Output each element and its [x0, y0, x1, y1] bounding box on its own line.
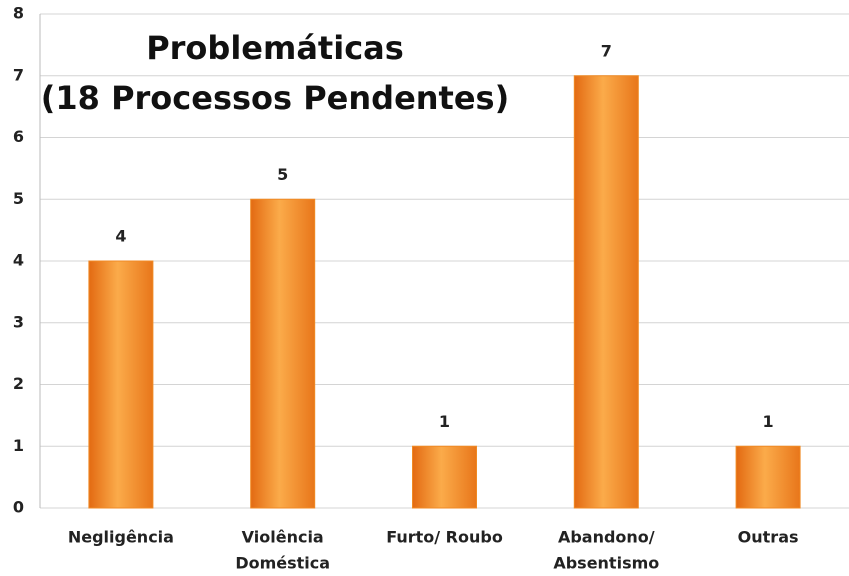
data-label: 7	[601, 41, 612, 60]
y-tick-label: 6	[13, 127, 24, 146]
bar	[412, 445, 477, 509]
data-label: 1	[763, 412, 774, 431]
chart-subtitle: (18 Processos Pendentes)	[41, 79, 509, 117]
x-tick-label: Negligência	[68, 528, 174, 547]
x-tick-label: Absentismo	[553, 554, 659, 573]
bar	[250, 198, 316, 509]
bar	[573, 75, 639, 509]
y-tick-label: 1	[13, 436, 24, 455]
y-tick-label: 5	[13, 189, 24, 208]
y-tick-label: 3	[13, 312, 24, 331]
x-tick-label: Violência	[242, 528, 324, 547]
x-tick-label: Doméstica	[235, 554, 330, 573]
data-label: 1	[439, 412, 450, 431]
data-label: 4	[115, 227, 126, 246]
y-tick-label: 2	[13, 374, 24, 393]
y-tick-label: 0	[13, 498, 24, 517]
bar	[735, 445, 801, 509]
x-tick-label: Outras	[738, 528, 799, 547]
bar	[88, 260, 154, 509]
x-tick-label: Abandono/	[558, 528, 655, 547]
x-tick-label: Furto/ Roubo	[386, 528, 503, 547]
y-tick-label: 8	[13, 4, 24, 23]
chart-title: Problemáticas	[146, 29, 404, 67]
data-label: 5	[277, 165, 288, 184]
y-tick-label: 4	[13, 251, 24, 270]
y-tick-label: 7	[13, 65, 24, 84]
